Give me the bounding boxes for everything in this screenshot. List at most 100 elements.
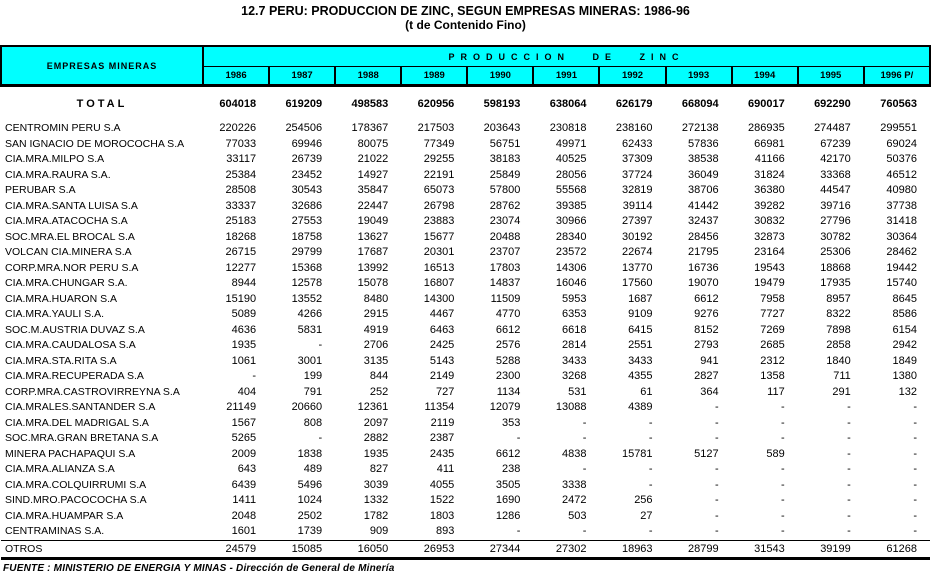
value-cell: 498583 <box>351 98 389 110</box>
table-row: VOLCAN CIA.MINERA S.A 26715 29799 17687 2030… <box>1 245 930 261</box>
value-cell: 44547 <box>820 184 851 196</box>
year-header-row: 1986 1987 1988 1989 1990 1991 1992 1993 1994 1995… <box>1 66 931 87</box>
value-cell: 238 <box>502 463 521 475</box>
value-cell: 12578 <box>291 277 323 289</box>
value-cell: 27302 <box>533 539 600 560</box>
value-cell: 1522 <box>429 494 455 506</box>
value-cell: 3433 <box>561 354 587 367</box>
value-cell: 16807 <box>423 277 455 289</box>
value-cell: - <box>714 432 719 444</box>
value-cell: 2706 <box>363 339 389 351</box>
value-cell: 40980 <box>886 184 917 196</box>
value-cell: 690017 <box>747 98 785 110</box>
value-cell: 29799 <box>291 246 323 258</box>
value-cell: 14300 <box>423 292 455 305</box>
year-header: 1996 P/ <box>862 66 931 87</box>
table-row: SOC.M.AUSTRIA DUVAZ S.A 4636 5831 4919 6463 6… <box>1 323 930 339</box>
value-cell: 19479 <box>754 277 785 289</box>
value-cell: - <box>847 447 851 460</box>
company-name-cell: MINERA PACHAPAQUI S.A <box>5 447 136 460</box>
company-name-cell: VOLCAN CIA.MINERA S.A <box>5 246 132 258</box>
company-name-cell: TOTAL <box>76 98 128 110</box>
value-cell: 50376 <box>886 153 917 165</box>
value-cell: 15781 <box>621 447 653 460</box>
page-subtitle: (t de Contenido Fino) <box>405 18 526 32</box>
value-cell: 203643 <box>483 122 521 134</box>
value-cell: 1567 <box>231 416 257 429</box>
value-cell: 9109 <box>628 308 653 320</box>
value-cell: - <box>913 432 917 444</box>
value-cell: 7727 <box>760 308 785 320</box>
value-cell: 760563 <box>880 98 917 110</box>
value-cell: 5953 <box>561 292 587 305</box>
value-cell: - <box>847 525 851 537</box>
value-cell: - <box>582 525 587 537</box>
value-cell: 2312 <box>760 354 785 367</box>
value-cell: 23164 <box>754 246 785 258</box>
value-cell: 252 <box>369 385 389 398</box>
value-cell: 626179 <box>615 98 653 110</box>
page-title: 12.7 PERU: PRODUCCION DE ZINC, SEGUN EMP… <box>241 4 690 18</box>
value-cell: 66981 <box>754 137 785 150</box>
company-name-cell: CIA.MRA.SANTA LUISA S.A <box>5 199 138 212</box>
value-cell: 3505 <box>495 478 521 491</box>
value-cell: 38538 <box>688 153 719 165</box>
value-cell: 4467 <box>429 308 455 320</box>
value-cell: 28462 <box>886 246 917 258</box>
value-cell: 941 <box>700 354 719 367</box>
value-cell: 2097 <box>363 416 389 429</box>
value-cell: 1803 <box>429 509 455 522</box>
value-cell: 27344 <box>467 539 534 560</box>
value-cell: 1358 <box>760 370 785 382</box>
value-cell: 38706 <box>688 184 719 196</box>
value-cell: 1134 <box>496 385 521 398</box>
value-cell: 1838 <box>297 447 323 460</box>
company-name-cell: CENTROMIN PERU S.A <box>5 122 121 134</box>
value-cell: 18868 <box>820 261 851 274</box>
value-cell: 61 <box>640 385 653 398</box>
value-cell: - <box>847 509 851 522</box>
table-row: CIA.MRA.CAUDALOSA S.A 1935 - 2706 2425 2576 28… <box>1 338 930 354</box>
value-cell: 27397 <box>621 215 653 227</box>
value-cell: - <box>781 525 785 537</box>
table-row: CORP.MRA.NOR PERU S.A 12277 15368 13992 1651… <box>1 261 930 277</box>
value-cell: 1849 <box>892 354 917 367</box>
value-cell: 3039 <box>363 478 389 491</box>
value-cell: 489 <box>303 463 323 475</box>
value-cell: 18963 <box>599 539 666 560</box>
year-header: 1989 <box>400 66 469 87</box>
value-cell: 13552 <box>291 292 323 305</box>
value-cell: 5288 <box>495 354 521 367</box>
year-header: 1991 <box>532 66 601 87</box>
value-cell: 220226 <box>219 122 257 134</box>
value-cell: 32437 <box>688 215 719 227</box>
value-cell: 893 <box>435 525 455 537</box>
value-cell: - <box>648 432 653 444</box>
value-cell: 238160 <box>615 122 653 134</box>
value-cell: 31418 <box>886 215 917 227</box>
year-header: 1994 <box>730 66 799 87</box>
table-row: CIA.MRA.MILPO S.A 33117 26739 21022 29255 381… <box>1 152 930 168</box>
table-row: CIA.MRA.RAURA S.A. 25384 23452 14927 22191 25… <box>1 168 930 184</box>
value-cell: 30364 <box>886 230 917 243</box>
value-cell: 2472 <box>561 494 587 506</box>
value-cell: 2576 <box>495 339 521 351</box>
value-cell: 808 <box>303 416 323 429</box>
value-cell: - <box>913 463 917 475</box>
value-cell: 711 <box>833 370 851 382</box>
value-cell: 22191 <box>423 168 455 181</box>
company-name-cell: CIA.MRA.CAUDALOSA S.A <box>5 339 136 351</box>
company-name-cell: SOC.MRA.EL BROCAL S.A <box>5 230 135 243</box>
value-cell: - <box>847 401 851 413</box>
table-row: CIA.MRA.COLQUIRRUMI S.A 6439 5496 3039 4055 3… <box>1 478 930 494</box>
value-cell: - <box>714 416 719 429</box>
value-cell: 13627 <box>357 230 389 243</box>
value-cell: - <box>913 447 917 460</box>
value-cell: 5127 <box>694 447 719 460</box>
value-cell: 33337 <box>225 199 257 212</box>
value-cell: 5831 <box>297 323 323 336</box>
table-row: CIA.MRA.DEL MADRIGAL S.A 1567 808 2097 2119 3… <box>1 416 930 432</box>
value-cell: 37724 <box>621 168 653 181</box>
value-cell: 5089 <box>231 308 257 320</box>
value-cell: 1782 <box>363 509 389 522</box>
